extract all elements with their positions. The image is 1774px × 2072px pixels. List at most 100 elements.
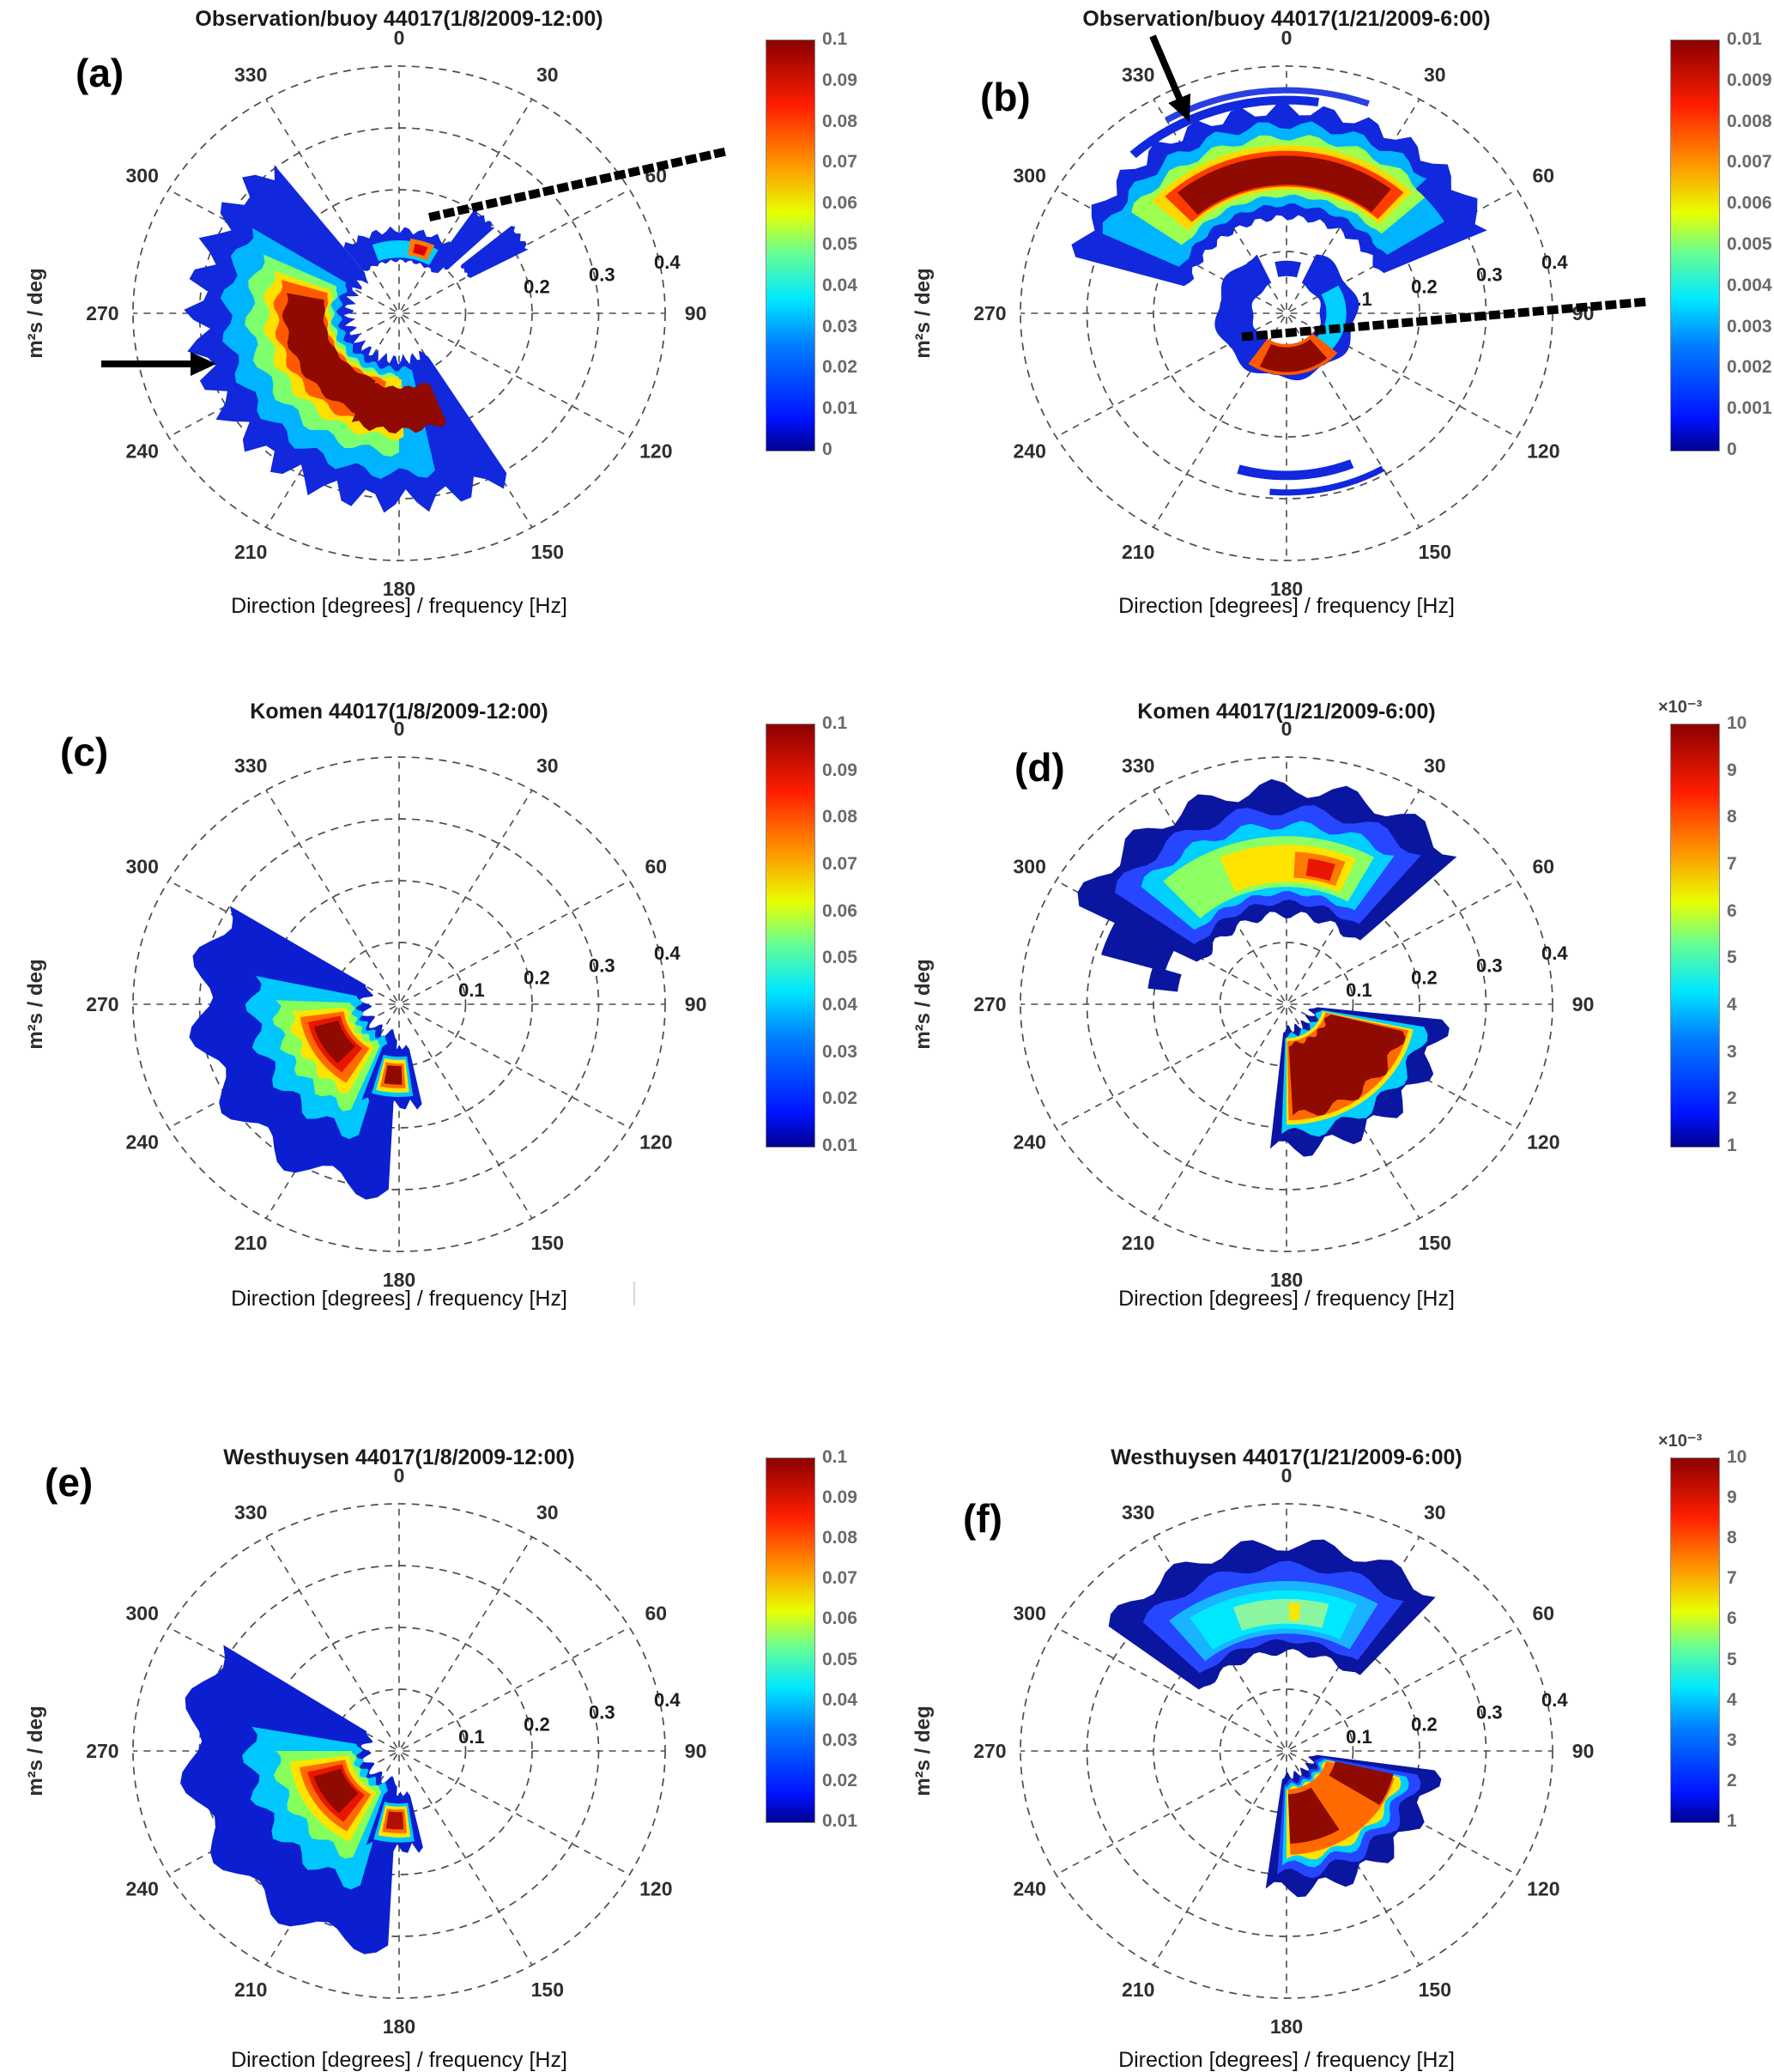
colorbar-tick-label: 8 [1727, 1528, 1737, 1548]
panel-title: Komen 44017(1/8/2009-12:00) [250, 700, 548, 724]
svg-text:0: 0 [394, 1464, 405, 1487]
colorbar-tick-label: 0.002 [1727, 357, 1772, 377]
svg-text:240: 240 [1014, 1131, 1046, 1154]
colorbar-tick-label: 0.05 [822, 948, 857, 967]
colorbar: ×10⁻³ 1 2 3 4 5 6 7 8 9 10 [1658, 1432, 1774, 1831]
svg-text:300: 300 [1014, 1602, 1046, 1624]
svg-text:0.3: 0.3 [1476, 264, 1503, 285]
colorbar-tick-label: 6 [1727, 901, 1737, 921]
svg-text:0.1: 0.1 [1346, 979, 1372, 1001]
svg-text:180: 180 [383, 578, 415, 600]
svg-text:0.4: 0.4 [1541, 942, 1568, 964]
colorbar-tick-label: 0.01 [822, 398, 857, 418]
svg-text:0.3: 0.3 [1476, 954, 1503, 976]
svg-text:60: 60 [1533, 855, 1555, 877]
svg-text:210: 210 [1122, 541, 1154, 563]
colorbar-tick-label: 0 [1727, 439, 1737, 459]
colorbar-tick-label: 5 [1727, 1650, 1737, 1669]
svg-text:0.2: 0.2 [524, 1714, 550, 1736]
colorbar: ×10⁻³ 1 2 3 4 5 6 7 8 9 10 [1658, 698, 1774, 1155]
colorbar-tick-label: 0.01 [1727, 29, 1762, 49]
colorbar-tick-label: 0.1 [822, 29, 848, 49]
svg-text:240: 240 [1014, 440, 1046, 463]
svg-text:0.2: 0.2 [524, 967, 550, 989]
panel-letter: (a) [76, 51, 124, 95]
svg-text:330: 330 [1122, 1501, 1154, 1524]
svg-text:300: 300 [126, 855, 159, 877]
svg-text:300: 300 [1014, 164, 1046, 186]
spectrum-contours [189, 906, 422, 1200]
colorbar-tick-label: 0.01 [822, 1136, 857, 1155]
svg-text:210: 210 [234, 541, 267, 563]
panel-d: Komen 44017(1/21/2009-6:00) (d) m²s / de… [887, 691, 1774, 1390]
svg-text:120: 120 [1527, 1878, 1559, 1900]
colorbar-tick-label: 0.09 [822, 70, 857, 90]
colorbar-tick-label: 0 [822, 439, 833, 459]
colorbar-tick-label: 0.02 [822, 1088, 857, 1108]
panel-title: Westhuysen 44017(1/21/2009-6:00) [1111, 1445, 1462, 1469]
x-axis-label: Direction [degrees] / frequency [Hz] [1118, 1287, 1455, 1311]
svg-text:60: 60 [645, 1602, 668, 1624]
colorbar-tick-label: 0.008 [1727, 112, 1772, 131]
colorbar-exponent: ×10⁻³ [1658, 698, 1703, 717]
colorbar-tick-label: 0.03 [822, 1042, 857, 1062]
svg-text:240: 240 [1014, 1878, 1046, 1900]
colorbar-tick-label: 4 [1727, 995, 1737, 1015]
colorbar-tick-label: 0.09 [822, 1487, 857, 1507]
spectrum-contours [184, 165, 529, 513]
panel-title: Observation/buoy 44017(1/21/2009-6:00) [1082, 7, 1491, 31]
svg-text:30: 30 [536, 1501, 559, 1524]
colorbar-tick-label: 0.07 [822, 854, 857, 874]
svg-text:300: 300 [126, 164, 159, 186]
svg-text:0: 0 [1281, 27, 1293, 49]
svg-text:180: 180 [1270, 578, 1303, 600]
svg-text:270: 270 [86, 1740, 118, 1762]
svg-text:180: 180 [383, 1269, 415, 1291]
svg-text:240: 240 [126, 440, 159, 463]
spectrum-contours [1108, 1539, 1442, 1898]
svg-text:0.4: 0.4 [654, 251, 681, 273]
spectrum-contours [1077, 779, 1457, 1157]
colorbar-tick-label: 0.03 [822, 317, 857, 336]
svg-text:300: 300 [126, 1602, 159, 1624]
svg-text:270: 270 [973, 1740, 1006, 1762]
x-axis-label: Direction [degrees] / frequency [Hz] [1118, 2048, 1455, 2072]
colorbar-tick-label: 0.04 [822, 995, 857, 1015]
colorbar-tick-label: 0.08 [822, 1528, 857, 1548]
svg-text:240: 240 [126, 1878, 159, 1900]
svg-text:0.3: 0.3 [589, 954, 615, 976]
svg-text:30: 30 [1424, 64, 1446, 86]
svg-text:210: 210 [234, 1978, 267, 2001]
svg-text:330: 330 [1122, 754, 1154, 777]
x-axis-label: Direction [degrees] / frequency [Hz] [231, 1287, 567, 1311]
panel-c: Komen 44017(1/8/2009-12:00) (c) m²s / de… [0, 691, 887, 1390]
polar-plot: 0.10.20.30.40306090120150180210240270300… [973, 27, 1648, 600]
svg-text:150: 150 [531, 1978, 564, 2001]
colorbar-tick-label: 2 [1727, 1088, 1737, 1108]
colorbar: 0.01 0.02 0.03 0.04 0.05 0.06 0.07 0.08 0.09 0.1 [766, 1447, 911, 1831]
colorbar-tick-label: 0.02 [822, 1771, 857, 1790]
colorbar-tick-label: 0.03 [822, 1730, 857, 1750]
colorbar: 0 0.01 0.02 0.03 0.04 0.05 0.06 0.07 0.08 0.09 0.1 [766, 29, 911, 459]
colorbar-tick-label: 0.09 [822, 760, 857, 780]
svg-text:0.2: 0.2 [524, 276, 550, 298]
svg-text:120: 120 [1527, 1131, 1559, 1154]
svg-text:90: 90 [685, 302, 707, 324]
panel-f: Westhuysen 44017(1/21/2009-6:00) (f) m²s… [887, 1390, 1774, 2072]
colorbar-tick-label: 0.003 [1727, 317, 1772, 336]
svg-text:0: 0 [1281, 718, 1293, 740]
colorbar-gradient [766, 1457, 815, 1823]
colorbar-exponent: ×10⁻³ [1658, 1432, 1703, 1451]
colorbar-tick-label: 1 [1727, 1811, 1737, 1831]
svg-text:0.4: 0.4 [1541, 1689, 1568, 1711]
svg-text:60: 60 [1533, 1602, 1555, 1624]
colorbar-tick-label: 0.005 [1727, 234, 1772, 254]
spectrum-contours [180, 1645, 423, 1954]
colorbar-tick-label: 1 [1727, 1136, 1737, 1155]
svg-text:120: 120 [1527, 440, 1559, 463]
panel-letter: (e) [45, 1460, 94, 1505]
colorbar-tick-label: 3 [1727, 1730, 1737, 1750]
